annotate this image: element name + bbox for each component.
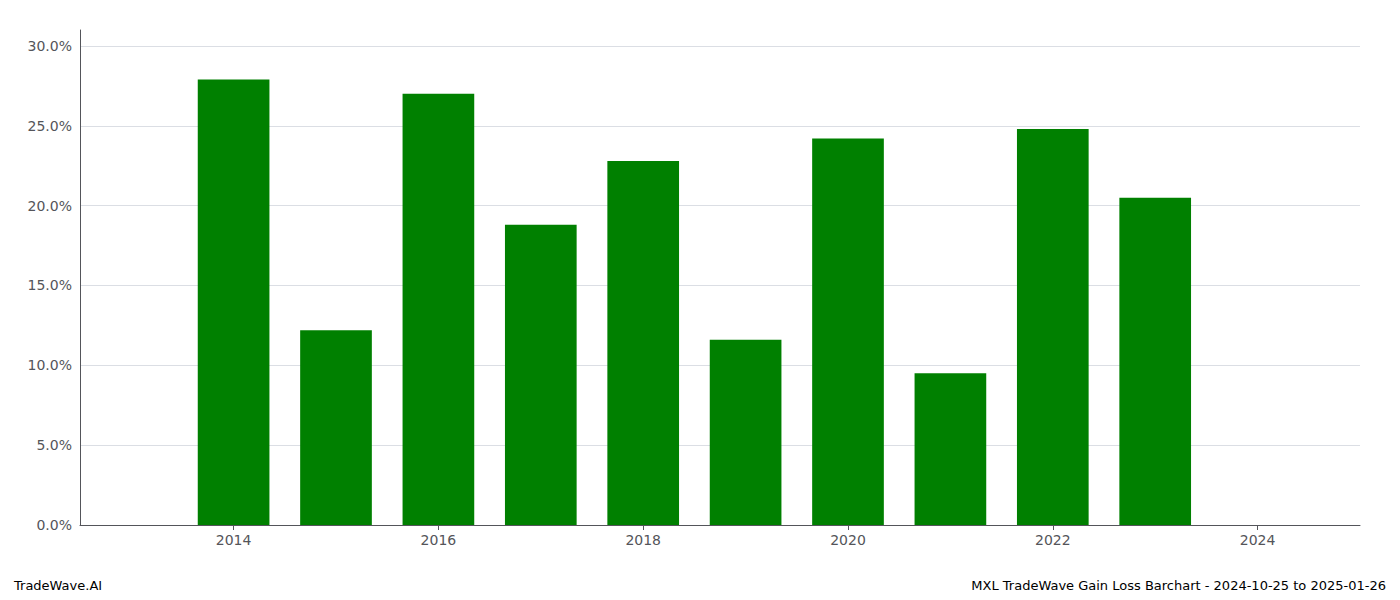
svg-text:10.0%: 10.0% [28,357,72,373]
svg-text:2024: 2024 [1240,532,1276,548]
svg-text:25.0%: 25.0% [28,118,72,134]
svg-text:5.0%: 5.0% [36,437,72,453]
svg-text:MXL TradeWave Gain Loss Barcha: MXL TradeWave Gain Loss Barchart - 2024-… [971,578,1386,593]
svg-text:2014: 2014 [216,532,252,548]
svg-text:0.0%: 0.0% [36,517,72,533]
svg-text:2022: 2022 [1035,532,1071,548]
svg-text:15.0%: 15.0% [28,277,72,293]
svg-text:20.0%: 20.0% [28,198,72,214]
svg-text:30.0%: 30.0% [28,38,72,54]
svg-text:TradeWave.AI: TradeWave.AI [13,578,102,593]
svg-text:2018: 2018 [625,532,661,548]
svg-text:2020: 2020 [830,532,866,548]
svg-text:2016: 2016 [421,532,457,548]
